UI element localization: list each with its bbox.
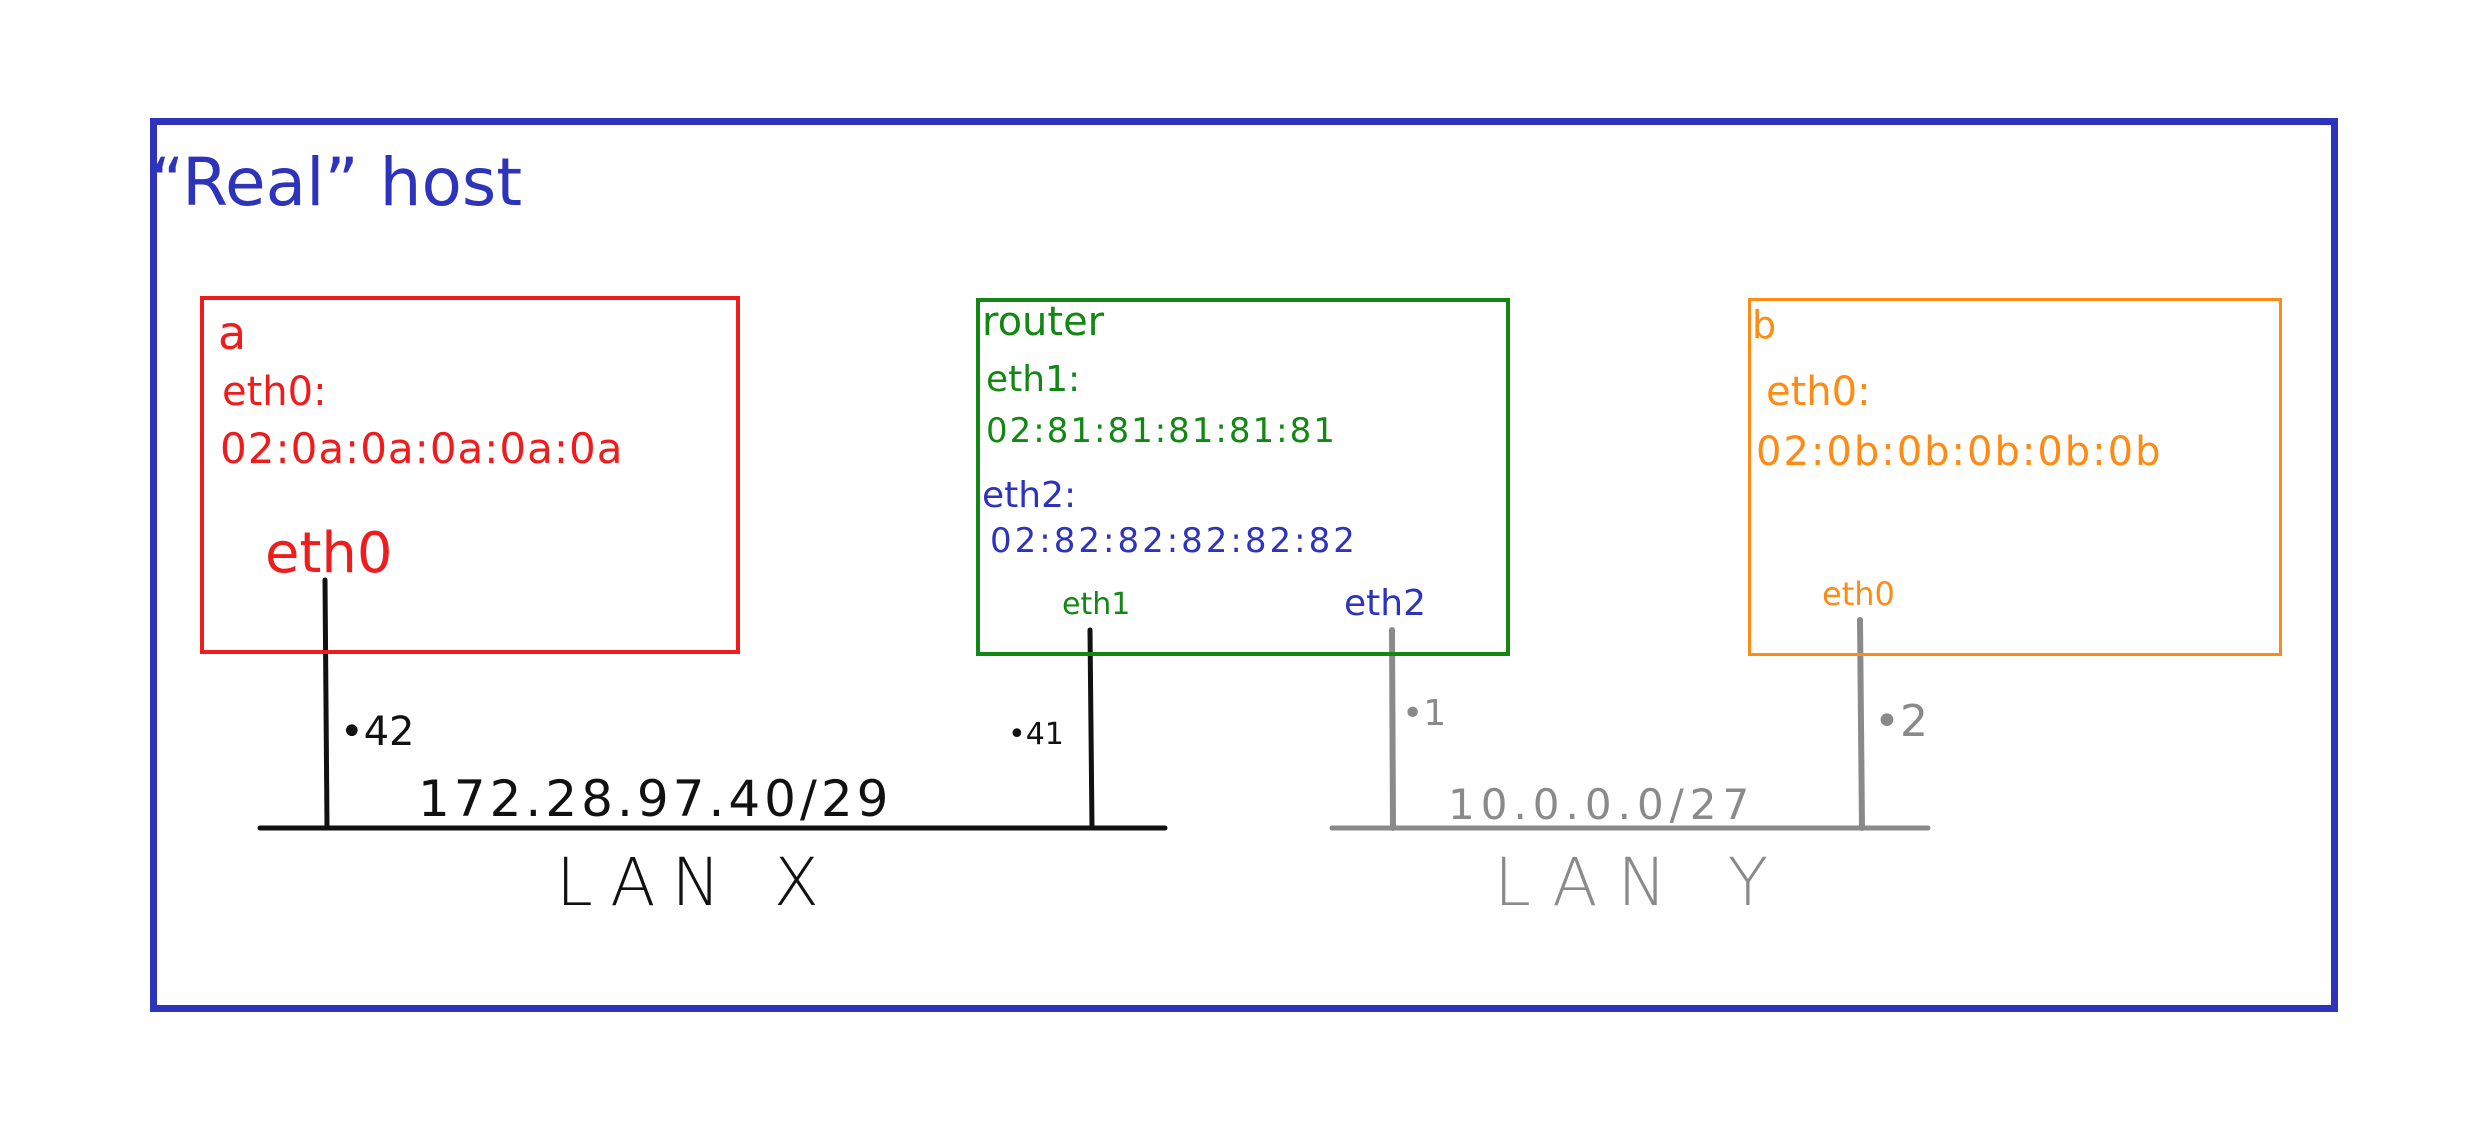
lan-y-link-router [1389,627,1396,831]
node-a-box [200,296,740,654]
host-title: “Real” host [150,144,523,221]
node-b-box [1748,298,2282,656]
router-port2-label: eth2 [1344,583,1426,624]
router-box [976,298,1510,656]
node-b-iface-heading: eth0: [1766,369,1871,415]
router-eth1-mac: 02:81:81:81:81:81 [986,411,1337,451]
lan-y-addr-b: •2 [1874,696,1928,747]
router-port1-label: eth1 [1062,587,1131,622]
node-a-name: a [218,306,247,360]
router-eth2-heading: eth2: [982,475,1077,516]
lan-y-name: LAN Y [1494,844,1789,921]
node-a-iface-heading: eth0: [222,369,327,415]
node-b-name: b [1752,303,1777,347]
lan-x-link-router [1087,627,1095,831]
lan-y-addr-router: •1 [1402,693,1447,734]
lan-x-addr-a: •42 [340,709,415,755]
node-b-mac: 02:0b:0b:0b:0b:0b [1756,429,2163,475]
router-eth2-mac: 02:82:82:82:82:82 [990,521,1358,561]
node-a-port-label: eth0 [265,521,393,586]
real-host-frame [150,118,2338,1012]
node-a-mac: 02:0a:0a:0a:0a:0a [220,424,624,473]
router-name: router [982,299,1105,345]
lan-x-link-a [322,577,330,831]
lan-x-subnet: 172.28.97.40/29 [418,770,893,828]
lan-y-subnet: 10.0.0.0/27 [1448,780,1756,829]
router-eth1-heading: eth1: [986,359,1081,400]
node-b-port-label: eth0 [1822,575,1895,613]
lan-x-addr-router: •41 [1008,717,1064,752]
lan-x-name: LAN X [556,844,835,921]
